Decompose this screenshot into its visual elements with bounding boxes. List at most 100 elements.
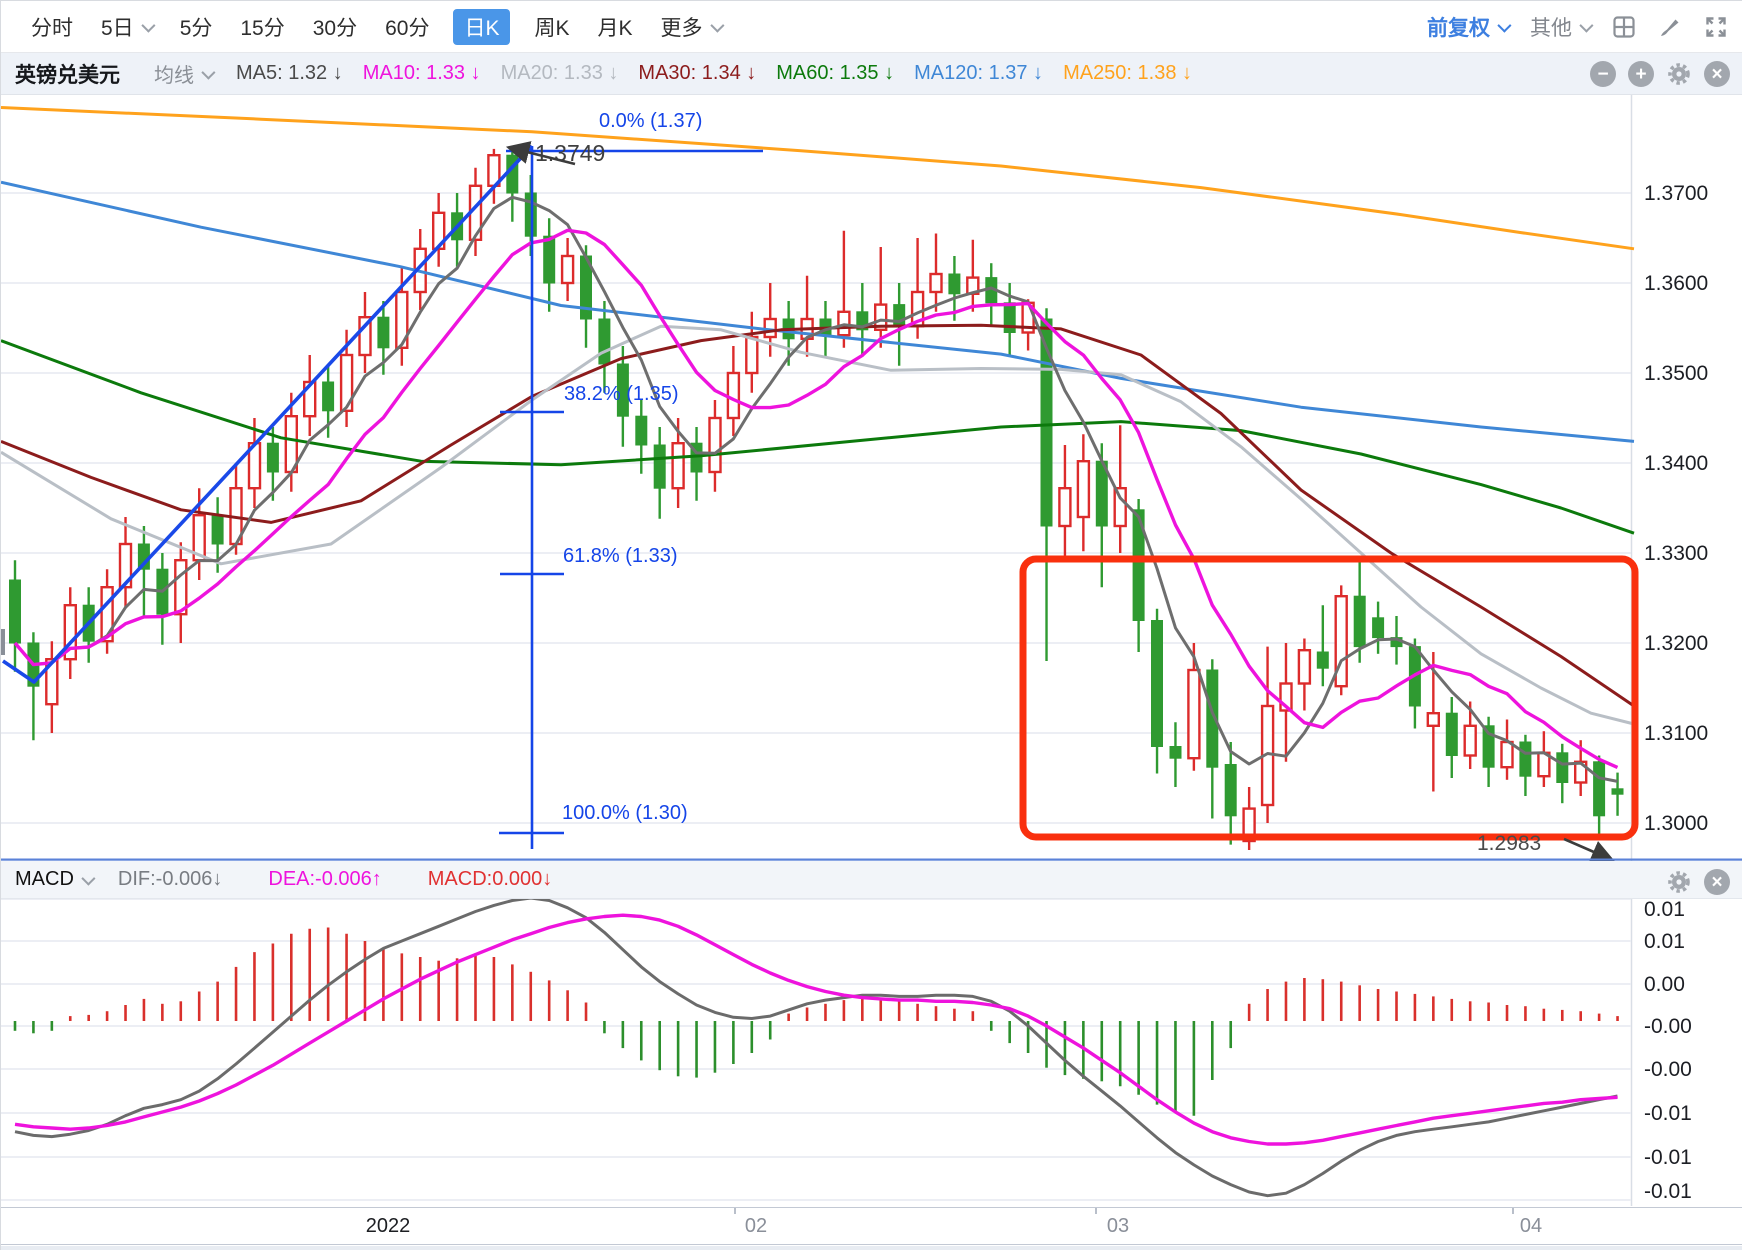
- ma-legend-item: MA10: 1.33 ↓: [362, 62, 481, 84]
- y-axis-label: 1.3400: [1644, 452, 1708, 475]
- tab-5min[interactable]: 5分: [179, 16, 213, 40]
- fullscreen-icon[interactable]: [1704, 15, 1728, 39]
- candle: [1482, 725, 1495, 768]
- pane-buttons: − + ×: [1590, 53, 1730, 95]
- candle: [598, 318, 611, 365]
- macd-indicator-dropdown[interactable]: MACD: [15, 868, 96, 891]
- candle: [1151, 620, 1163, 747]
- x-axis: 2022 02 03 04: [1, 1207, 1742, 1245]
- ma-line-MA60: [1, 339, 1635, 535]
- x-axis-label: 04: [1519, 1215, 1543, 1237]
- tab-time-share[interactable]: 分时: [31, 16, 73, 40]
- candle: [874, 303, 888, 332]
- indicator-bar: 英镑兑美元 均线 MA5: 1.32 ↓ MA10: 1.33 ↓ MA20: 1.…: [1, 53, 1742, 95]
- candle: [1353, 595, 1366, 648]
- macd-histogram: [13, 927, 1619, 1116]
- y-axis-label: 1.3500: [1644, 362, 1708, 385]
- tab-daily-k[interactable]: 日K: [453, 8, 511, 45]
- macd-y-axis-label: -0.00: [1644, 1015, 1692, 1038]
- tab-5day[interactable]: 5日: [87, 12, 166, 42]
- y-axis-label: 1.3200: [1644, 632, 1708, 655]
- layout-grid-icon[interactable]: [1612, 15, 1636, 39]
- candle: [1132, 509, 1145, 621]
- dea-line: [14, 913, 1618, 1146]
- adjust-mode-dropdown[interactable]: 前复权: [1427, 12, 1512, 42]
- macd-y-axis-label: 0.01: [1644, 898, 1685, 921]
- tab-30min[interactable]: 30分: [312, 16, 358, 40]
- ma-legend-item: MA60: 1.35 ↓: [776, 62, 895, 84]
- toolbar-right: 前复权 其他: [1427, 1, 1728, 53]
- ma-line-MA20: [1, 324, 1635, 726]
- candle: [1372, 617, 1385, 639]
- macd-value: MACD:0.000↓: [427, 868, 553, 890]
- candle: [377, 316, 390, 349]
- candle: [211, 514, 224, 545]
- trendline: [1, 144, 534, 684]
- tab-monthly-k[interactable]: 月K: [597, 16, 633, 40]
- chevron-down-icon: [141, 18, 156, 33]
- symbol-name: 英镑兑美元: [15, 63, 120, 87]
- x-axis-tick: [1095, 1208, 1097, 1214]
- chevron-down-icon: [1497, 18, 1512, 33]
- brush-icon[interactable]: [1658, 15, 1682, 39]
- candle: [1426, 712, 1441, 728]
- candle: [1445, 712, 1458, 757]
- y-axis-label: 1.3000: [1644, 812, 1708, 835]
- candle: [1556, 752, 1569, 783]
- ma-legend-item: MA250: 1.38 ↓: [1063, 62, 1193, 84]
- zoom-out-button[interactable]: −: [1590, 61, 1616, 87]
- candle: [1113, 487, 1127, 528]
- ma-legend-item: MA30: 1.34 ↓: [638, 62, 757, 84]
- candle: [653, 444, 666, 489]
- candle: [543, 235, 556, 284]
- bottom-scrollbar-strip[interactable]: [1, 1246, 1742, 1250]
- settings-gear-icon[interactable]: [1666, 61, 1692, 87]
- macd-pane-buttons: ×: [1666, 861, 1730, 903]
- low-arrow: [1563, 837, 1615, 863]
- macd-header: MACD DIF:-0.006↓ DEA:-0.006↑ MACD:0.000↓…: [1, 861, 1742, 899]
- zoom-in-button[interactable]: +: [1628, 61, 1654, 87]
- close-icon[interactable]: ×: [1704, 61, 1730, 87]
- x-axis-tick: [734, 1208, 736, 1214]
- peak-arrow: [505, 141, 576, 166]
- candle: [1279, 682, 1293, 712]
- tab-60min[interactable]: 60分: [385, 16, 430, 40]
- other-dropdown[interactable]: 其他: [1530, 12, 1594, 42]
- candle: [929, 272, 943, 294]
- ma-legend-item: MA20: 1.33 ↓: [500, 62, 619, 84]
- candle: [358, 316, 372, 357]
- ma-line-MA250: [1, 106, 1635, 251]
- y-axis-label: 1.3100: [1644, 722, 1708, 745]
- x-axis-label: 03: [1106, 1215, 1130, 1237]
- ma-line-MA5: [13, 195, 1618, 783]
- macd-y-axis-label: -0.00: [1644, 1058, 1692, 1081]
- candle: [1076, 460, 1091, 519]
- candle: [9, 579, 21, 644]
- macd-values: DIF:-0.006↓ DEA:-0.006↑ MACD:0.000↓: [118, 868, 552, 891]
- chevron-down-icon: [81, 871, 96, 886]
- pane-divider[interactable]: [1, 858, 1742, 861]
- close-icon[interactable]: ×: [1704, 869, 1730, 895]
- drawing-handle[interactable]: [1, 629, 5, 655]
- candle: [616, 363, 629, 417]
- chevron-down-icon: [709, 18, 724, 33]
- dif-value: DIF:-0.006↓: [117, 868, 223, 890]
- ma-line-MA10: [13, 228, 1619, 769]
- candle: [856, 311, 869, 331]
- tab-weekly-k[interactable]: 周K: [534, 16, 570, 40]
- candle: [1040, 318, 1053, 527]
- candle: [1519, 741, 1532, 777]
- candle: [1058, 487, 1072, 528]
- candle: [1242, 807, 1256, 843]
- chevron-down-icon: [1579, 18, 1594, 33]
- x-axis-label: 02: [744, 1215, 768, 1237]
- ma-settings-dropdown[interactable]: 均线: [154, 59, 216, 88]
- tab-more[interactable]: 更多: [647, 12, 735, 42]
- candle: [100, 586, 114, 643]
- settings-gear-icon[interactable]: [1666, 869, 1692, 895]
- tab-15min[interactable]: 15分: [240, 16, 285, 40]
- highlight-box: [1019, 555, 1639, 841]
- dea-value: DEA:-0.006↑: [268, 868, 382, 890]
